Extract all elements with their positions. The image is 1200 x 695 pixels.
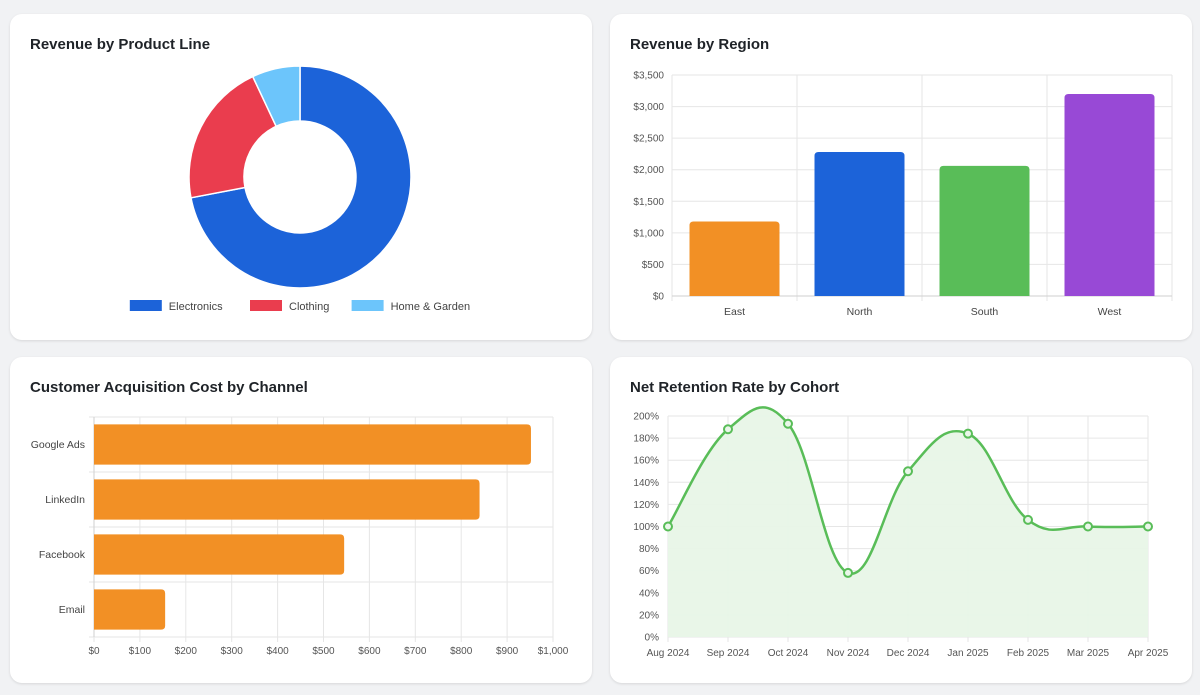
y-tick-label: $3,000	[633, 102, 664, 113]
card-net-retention-rate: Net Retention Rate by Cohort 0% 20% 40% 60%…	[610, 357, 1192, 683]
x-tick-label: Dec 2024	[887, 648, 930, 659]
y-tick-label: $2,000	[633, 165, 664, 176]
area-chart: 0% 20% 40% 60% 80% 100% 120% 140% 160% 180% 200% Au…	[633, 406, 1169, 659]
horizontal-bar-chart: $0 $100 $200 $300 $400 $500 $600 $700 $800 $900 $1…	[31, 416, 569, 657]
y-tick-label: LinkedIn	[45, 494, 85, 506]
chart-title: Revenue by Product Line	[30, 36, 211, 53]
y-tick-label: 20%	[639, 610, 659, 621]
legend-label-electronics: Electronics	[169, 301, 223, 313]
point-oct-2024	[783, 418, 793, 429]
chart-title: Customer Acquisition Cost by Channel	[30, 379, 308, 396]
y-tick-label: $3,500	[633, 71, 664, 82]
x-tick-label: $1,000	[538, 646, 569, 657]
point-nov-2024	[843, 567, 853, 578]
x-tick-label: $100	[129, 646, 152, 657]
chart-title: Revenue by Region	[630, 36, 770, 53]
y-tick-label: $1,500	[633, 197, 664, 208]
bar-south	[939, 165, 1030, 296]
point-dec-2024	[903, 466, 913, 477]
bar-email	[94, 589, 166, 630]
x-tick-label: $400	[266, 646, 289, 657]
card-customer-acquisition-cost: Customer Acquisition Cost by Channel $0 $…	[10, 357, 592, 683]
y-tick-label: 160%	[633, 456, 659, 467]
chart-title: Net Retention Rate by Cohort	[630, 379, 840, 396]
point-jan-2025	[963, 428, 973, 439]
x-tick-label: West	[1098, 306, 1122, 318]
y-tick-label: 120%	[633, 500, 659, 511]
x-tick-label: $300	[221, 646, 244, 657]
x-tick-label: Jan 2025	[947, 648, 989, 659]
bar-linkedin	[94, 479, 480, 520]
legend-swatch-home-garden	[351, 300, 384, 311]
point-sep-2024	[723, 424, 733, 435]
y-tick-label: $0	[653, 292, 665, 303]
x-tick-label: Apr 2025	[1128, 648, 1169, 659]
slice-electronics	[190, 65, 412, 289]
y-tick-label: 100%	[633, 522, 659, 533]
x-tick-label: $200	[175, 646, 198, 657]
legend-label-clothing: Clothing	[289, 301, 329, 313]
y-tick-label: 140%	[633, 478, 659, 489]
doughnut-chart: Electronics Clothing Home & Garden	[129, 65, 470, 313]
point-mar-2025	[1083, 521, 1093, 532]
x-tick-label: $700	[404, 646, 427, 657]
y-tick-label: Facebook	[39, 549, 86, 561]
x-tick-label: Feb 2025	[1007, 648, 1050, 659]
card-revenue-by-product-line: Revenue by Product Line Electronics Cloth…	[10, 14, 592, 340]
bar-north	[814, 152, 905, 296]
y-tick-label: $2,500	[633, 134, 664, 145]
y-tick-label: $1,000	[633, 228, 664, 239]
point-feb-2025	[1023, 514, 1033, 525]
bar-google-ads	[94, 424, 531, 465]
x-tick-label: Sep 2024	[707, 648, 750, 659]
bar-west	[1064, 93, 1155, 296]
y-tick-label: 80%	[639, 544, 659, 555]
bar-chart: $0 $500 $1,000 $1,500 $2,000 $2,500 $3,000 $3,5…	[633, 71, 1173, 318]
x-tick-label: South	[971, 306, 999, 318]
point-aug-2024	[663, 521, 673, 532]
point-apr-2025	[1143, 521, 1153, 532]
x-tick-label: Oct 2024	[768, 648, 809, 659]
x-tick-label: Aug 2024	[647, 648, 690, 659]
y-tick-label: 200%	[633, 412, 659, 423]
card-revenue-by-region: Revenue by Region $0 $500 $1,000 $1,500 $2,0…	[610, 14, 1192, 340]
bar-east	[689, 221, 780, 296]
x-tick-label: $600	[358, 646, 381, 657]
y-tick-label: 0%	[645, 633, 660, 644]
x-tick-label: $0	[88, 646, 100, 657]
x-tick-label: Nov 2024	[827, 648, 870, 659]
x-tick-label: East	[724, 306, 745, 318]
slice-home-garden	[251, 65, 301, 128]
y-tick-label: 180%	[633, 434, 659, 445]
area-fill	[668, 407, 1148, 637]
series-line	[666, 406, 1149, 575]
x-tick-label: $500	[312, 646, 335, 657]
bar-facebook	[94, 534, 345, 575]
y-tick-label: 60%	[639, 566, 659, 577]
legend-swatch-clothing	[250, 300, 282, 311]
legend-label-home-garden: Home & Garden	[391, 301, 470, 313]
x-tick-label: North	[847, 306, 873, 318]
y-tick-label: $500	[642, 260, 665, 271]
legend-swatch-electronics	[129, 300, 162, 311]
slice-clothing	[188, 75, 278, 199]
y-tick-label: Google Ads	[31, 439, 85, 451]
x-tick-label: $900	[496, 646, 519, 657]
y-tick-label: 40%	[639, 588, 659, 599]
y-tick-label: Email	[59, 604, 85, 616]
x-tick-label: $800	[450, 646, 473, 657]
x-tick-label: Mar 2025	[1067, 648, 1110, 659]
